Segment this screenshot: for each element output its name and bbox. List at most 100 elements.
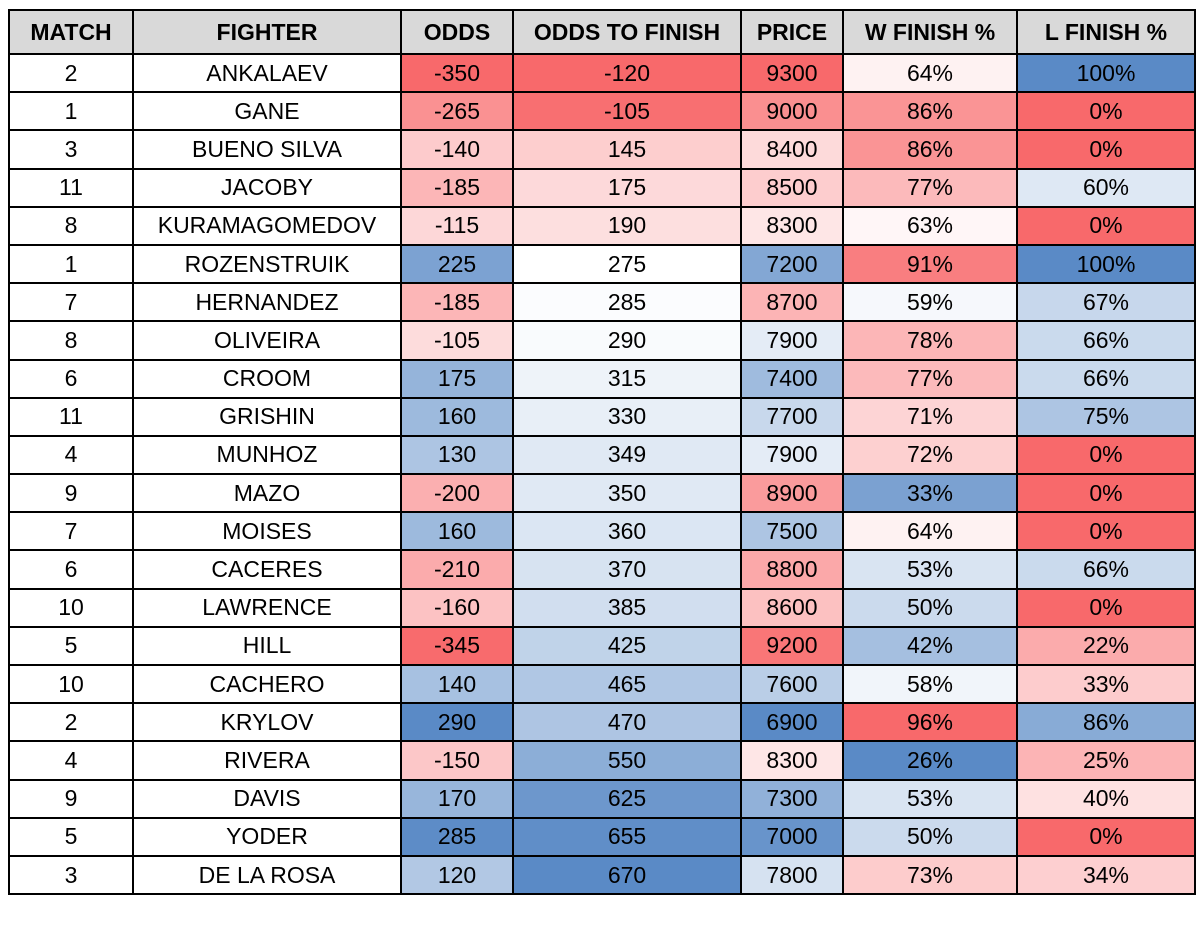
table-row: 8 OLIVEIRA -105 290 7900 78% 66%: [8, 320, 1196, 361]
cell-fighter: GANE: [132, 91, 402, 132]
cell-price: 9300: [740, 52, 844, 94]
table-body: 2 ANKALAEV -350 -120 9300 64% 100% 1 GANE -265 -10…: [8, 52, 1196, 896]
cell-w-finish: 77%: [842, 167, 1018, 208]
table-row: 10 CACHERO 140 465 7600 58% 33%: [8, 663, 1196, 705]
header-price: PRICE: [740, 9, 844, 55]
table-row: 6 CACERES -210 370 8800 53% 66%: [8, 549, 1196, 590]
cell-l-finish: 0%: [1016, 587, 1196, 628]
cell-price: 7900: [740, 434, 844, 476]
cell-match: 4: [8, 434, 134, 476]
table-row: 4 RIVERA -150 550 8300 26% 25%: [8, 740, 1196, 781]
cell-fighter: MOISES: [132, 511, 402, 552]
cell-price: 7600: [740, 663, 844, 705]
cell-price: 8700: [740, 282, 844, 323]
cell-fighter: OLIVEIRA: [132, 320, 402, 361]
cell-w-finish: 33%: [842, 473, 1018, 514]
cell-odds: -140: [400, 129, 514, 170]
cell-w-finish: 42%: [842, 625, 1018, 667]
cell-l-finish: 0%: [1016, 511, 1196, 552]
cell-odds-to-finish: 625: [512, 778, 742, 819]
cell-w-finish: 96%: [842, 702, 1018, 743]
cell-l-finish: 0%: [1016, 129, 1196, 170]
cell-price: 7000: [740, 816, 844, 857]
cell-match: 6: [8, 358, 134, 399]
cell-odds: 160: [400, 511, 514, 552]
cell-price: 7200: [740, 243, 844, 285]
table-row: 3 DE LA ROSA 120 670 7800 73% 34%: [8, 854, 1196, 896]
cell-match: 11: [8, 396, 134, 437]
cell-match: 10: [8, 663, 134, 705]
cell-l-finish: 0%: [1016, 816, 1196, 857]
cell-price: 7700: [740, 396, 844, 437]
cell-odds-to-finish: 330: [512, 396, 742, 437]
cell-price: 7900: [740, 320, 844, 361]
table-row: 2 ANKALAEV -350 -120 9300 64% 100%: [8, 52, 1196, 94]
cell-w-finish: 64%: [842, 52, 1018, 94]
cell-fighter: GRISHIN: [132, 396, 402, 437]
cell-odds-to-finish: 470: [512, 702, 742, 743]
cell-odds-to-finish: 190: [512, 205, 742, 246]
cell-match: 3: [8, 854, 134, 896]
cell-w-finish: 86%: [842, 129, 1018, 170]
cell-price: 7800: [740, 854, 844, 896]
cell-fighter: HERNANDEZ: [132, 282, 402, 323]
header-l-finish: L FINISH %: [1016, 9, 1196, 55]
table-row: 2 KRYLOV 290 470 6900 96% 86%: [8, 702, 1196, 743]
cell-odds: -345: [400, 625, 514, 667]
cell-fighter: MUNHOZ: [132, 434, 402, 476]
cell-price: 8800: [740, 549, 844, 590]
cell-w-finish: 64%: [842, 511, 1018, 552]
cell-l-finish: 0%: [1016, 205, 1196, 246]
cell-price: 7300: [740, 778, 844, 819]
cell-price: 8300: [740, 740, 844, 781]
cell-match: 8: [8, 320, 134, 361]
cell-odds: -115: [400, 205, 514, 246]
cell-l-finish: 0%: [1016, 473, 1196, 514]
cell-price: 9000: [740, 91, 844, 132]
cell-fighter: MAZO: [132, 473, 402, 514]
cell-l-finish: 66%: [1016, 320, 1196, 361]
cell-odds: 170: [400, 778, 514, 819]
cell-match: 3: [8, 129, 134, 170]
cell-fighter: ROZENSTRUIK: [132, 243, 402, 285]
cell-price: 8300: [740, 205, 844, 246]
cell-odds-to-finish: 360: [512, 511, 742, 552]
header-odds: ODDS: [400, 9, 514, 55]
cell-w-finish: 50%: [842, 587, 1018, 628]
cell-w-finish: 53%: [842, 778, 1018, 819]
cell-w-finish: 58%: [842, 663, 1018, 705]
cell-w-finish: 50%: [842, 816, 1018, 857]
cell-price: 8400: [740, 129, 844, 170]
cell-odds-to-finish: -105: [512, 91, 742, 132]
cell-w-finish: 86%: [842, 91, 1018, 132]
cell-match: 5: [8, 816, 134, 857]
cell-odds: -105: [400, 320, 514, 361]
cell-odds-to-finish: 465: [512, 663, 742, 705]
cell-match: 1: [8, 243, 134, 285]
cell-l-finish: 66%: [1016, 549, 1196, 590]
table-row: 1 ROZENSTRUIK 225 275 7200 91% 100%: [8, 243, 1196, 285]
cell-l-finish: 100%: [1016, 52, 1196, 94]
cell-match: 10: [8, 587, 134, 628]
cell-odds: -160: [400, 587, 514, 628]
cell-odds-to-finish: 349: [512, 434, 742, 476]
cell-odds-to-finish: 550: [512, 740, 742, 781]
cell-price: 8900: [740, 473, 844, 514]
cell-price: 9200: [740, 625, 844, 667]
cell-odds-to-finish: 655: [512, 816, 742, 857]
cell-w-finish: 72%: [842, 434, 1018, 476]
cell-odds: -350: [400, 52, 514, 94]
table-row: 4 MUNHOZ 130 349 7900 72% 0%: [8, 434, 1196, 476]
cell-price: 8500: [740, 167, 844, 208]
cell-odds-to-finish: 285: [512, 282, 742, 323]
table-row: 10 LAWRENCE -160 385 8600 50% 0%: [8, 587, 1196, 628]
cell-w-finish: 73%: [842, 854, 1018, 896]
table-row: 5 YODER 285 655 7000 50% 0%: [8, 816, 1196, 857]
fight-odds-table: MATCH FIGHTER ODDS ODDS TO FINISH PRICE …: [8, 9, 1196, 896]
cell-l-finish: 100%: [1016, 243, 1196, 285]
cell-odds: -150: [400, 740, 514, 781]
cell-l-finish: 66%: [1016, 358, 1196, 399]
cell-match: 9: [8, 778, 134, 819]
cell-match: 8: [8, 205, 134, 246]
cell-l-finish: 67%: [1016, 282, 1196, 323]
